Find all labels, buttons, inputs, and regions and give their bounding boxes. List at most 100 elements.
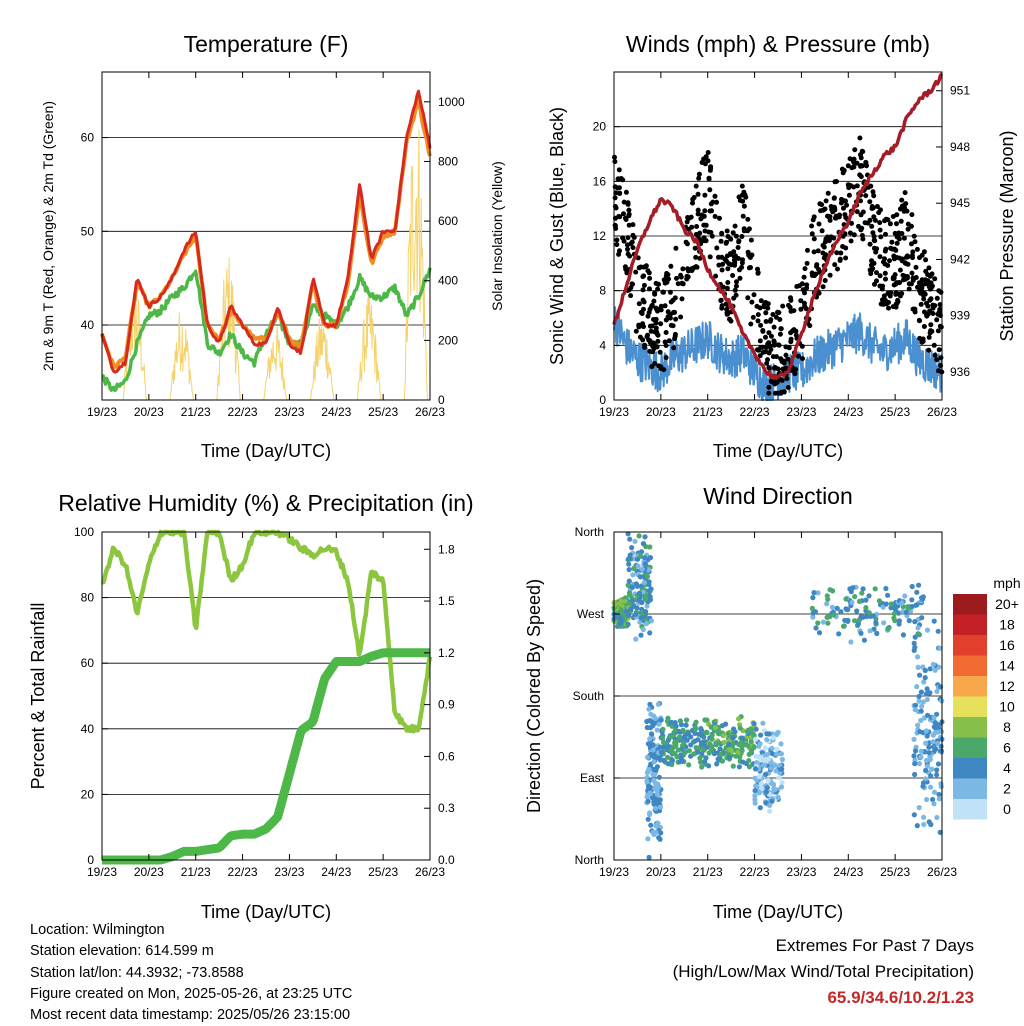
direction-point bbox=[720, 732, 727, 739]
gust-point bbox=[665, 314, 671, 320]
gust-point bbox=[647, 348, 653, 354]
direction-point bbox=[644, 754, 651, 760]
gust-point bbox=[758, 322, 764, 328]
direction-point bbox=[931, 715, 937, 721]
gust-point bbox=[931, 342, 937, 348]
direction-point bbox=[740, 741, 747, 747]
direction-point bbox=[915, 664, 921, 671]
direction-point bbox=[647, 736, 653, 742]
direction-point bbox=[815, 620, 821, 626]
direction-point bbox=[698, 726, 704, 732]
direction-point bbox=[717, 746, 723, 752]
direction-point bbox=[810, 595, 816, 601]
gust-point bbox=[733, 292, 739, 298]
direction-point bbox=[655, 701, 662, 707]
direction-point bbox=[686, 762, 692, 768]
gust-point bbox=[820, 242, 826, 248]
gust-point bbox=[763, 310, 769, 316]
direction-point bbox=[658, 830, 664, 836]
left-tick-label: 100 bbox=[74, 525, 94, 539]
direction-point bbox=[922, 675, 928, 681]
right-tick-label: 0 bbox=[438, 393, 445, 407]
temperature-title: Temperature (F) bbox=[184, 31, 349, 57]
left-tick-label: 4 bbox=[599, 338, 606, 352]
direction-point bbox=[921, 814, 927, 820]
direction-point bbox=[911, 812, 917, 818]
direction-point bbox=[932, 720, 939, 726]
direction-point bbox=[661, 757, 667, 763]
direction-point bbox=[924, 733, 930, 739]
winds-gridlines bbox=[614, 126, 942, 401]
direction-point bbox=[871, 626, 877, 632]
direction-point bbox=[627, 552, 633, 558]
gust-point bbox=[888, 245, 894, 251]
gust-point bbox=[695, 211, 701, 217]
direction-point bbox=[757, 805, 763, 811]
direction-point bbox=[778, 741, 784, 747]
direction-point bbox=[931, 801, 937, 807]
direction-point bbox=[935, 761, 942, 767]
gust-point bbox=[871, 237, 877, 243]
figure-created: Figure created on Mon, 2025-05-26, at 23… bbox=[30, 985, 353, 1002]
gust-point bbox=[746, 226, 752, 232]
gust-point bbox=[811, 214, 817, 220]
direction-point bbox=[642, 596, 648, 602]
left-tick-label: 0 bbox=[599, 393, 606, 407]
gust-point bbox=[845, 163, 851, 169]
direction-point bbox=[647, 810, 653, 816]
gust-point bbox=[766, 330, 772, 336]
gust-point bbox=[895, 297, 901, 303]
gust-point bbox=[894, 221, 899, 227]
direction-point bbox=[763, 789, 770, 795]
gust-point bbox=[867, 199, 873, 205]
direction-left-ticks: North East South West North bbox=[573, 525, 620, 867]
direction-point bbox=[699, 750, 705, 757]
gust-point bbox=[894, 255, 900, 260]
gust-point bbox=[766, 340, 772, 346]
x-tick-label: 24/23 bbox=[833, 865, 863, 879]
direction-point bbox=[646, 582, 652, 588]
gust-point bbox=[641, 299, 647, 305]
gust-point bbox=[615, 176, 621, 182]
direction-point bbox=[935, 729, 941, 735]
direction-point bbox=[759, 785, 765, 792]
gust-point bbox=[935, 328, 941, 334]
direction-point bbox=[684, 717, 690, 723]
direction-point bbox=[618, 615, 624, 621]
direction-point bbox=[913, 702, 919, 708]
gust-point bbox=[858, 155, 864, 161]
gust-point bbox=[734, 279, 739, 285]
gust-point bbox=[658, 303, 664, 309]
direction-point bbox=[778, 784, 785, 790]
direction-point bbox=[668, 734, 674, 740]
temperature-right-ticks: 0 200 400 600 800 1000 bbox=[424, 95, 465, 407]
direction-point bbox=[746, 751, 752, 758]
gust-point bbox=[672, 295, 678, 301]
gust-point bbox=[621, 238, 627, 244]
gust-point bbox=[638, 264, 644, 270]
gust-point bbox=[767, 318, 773, 324]
gust-point bbox=[731, 249, 737, 255]
direction-point bbox=[830, 588, 836, 594]
direction-point bbox=[718, 751, 724, 758]
gust-point bbox=[865, 220, 871, 226]
direction-point bbox=[779, 766, 785, 772]
gust-point bbox=[641, 282, 647, 288]
x-tick-label: 25/23 bbox=[880, 405, 910, 419]
direction-point bbox=[810, 614, 816, 620]
gust-point bbox=[878, 234, 884, 240]
direction-point bbox=[649, 719, 655, 725]
direction-point bbox=[902, 593, 908, 599]
direction-point bbox=[860, 586, 866, 592]
direction-point bbox=[631, 565, 637, 572]
gust-point bbox=[616, 167, 622, 173]
direction-point bbox=[765, 777, 771, 783]
direction-point bbox=[653, 829, 659, 836]
gust-point bbox=[724, 228, 730, 234]
gust-point bbox=[888, 290, 894, 296]
gust-point bbox=[617, 248, 622, 254]
right-tick-label: 1.5 bbox=[438, 594, 455, 608]
gust-point bbox=[768, 333, 774, 339]
gust-point bbox=[620, 177, 626, 183]
gust-point bbox=[798, 306, 804, 312]
